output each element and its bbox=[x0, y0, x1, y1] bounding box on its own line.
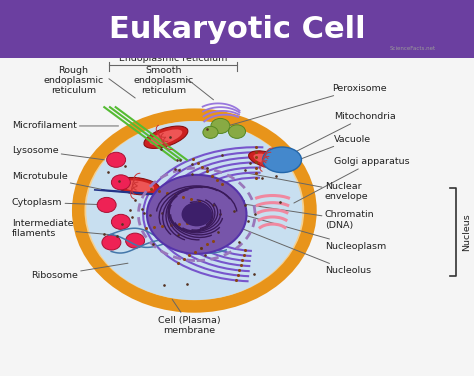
Circle shape bbox=[182, 202, 212, 226]
Text: Peroxisome: Peroxisome bbox=[228, 84, 386, 126]
Text: Lysosome: Lysosome bbox=[12, 146, 104, 160]
Text: ScienceFacts.net: ScienceFacts.net bbox=[389, 45, 436, 51]
Circle shape bbox=[102, 235, 121, 250]
Ellipse shape bbox=[149, 129, 182, 145]
Text: Nucleus: Nucleus bbox=[462, 213, 471, 251]
Ellipse shape bbox=[144, 126, 188, 149]
Bar bbox=[0, 0, 474, 58]
Text: Nucleoplasm: Nucleoplasm bbox=[242, 214, 386, 251]
Text: Vacuole: Vacuole bbox=[299, 135, 371, 160]
Text: Microfilament: Microfilament bbox=[12, 121, 118, 130]
Ellipse shape bbox=[115, 177, 160, 195]
Ellipse shape bbox=[78, 115, 310, 306]
Text: Mitochondria: Mitochondria bbox=[280, 112, 396, 160]
Text: Nuclear
envelope: Nuclear envelope bbox=[246, 173, 368, 202]
Ellipse shape bbox=[147, 175, 246, 254]
Circle shape bbox=[228, 125, 246, 138]
Ellipse shape bbox=[86, 121, 302, 300]
Circle shape bbox=[111, 214, 130, 229]
Circle shape bbox=[111, 175, 130, 190]
Text: Eukaryotic Cell: Eukaryotic Cell bbox=[109, 15, 365, 44]
Text: Cytoplasm: Cytoplasm bbox=[12, 198, 109, 207]
Text: Intermediate
filaments: Intermediate filaments bbox=[12, 219, 114, 238]
Circle shape bbox=[97, 197, 116, 212]
Ellipse shape bbox=[121, 180, 154, 192]
Ellipse shape bbox=[248, 151, 287, 169]
Ellipse shape bbox=[263, 147, 301, 173]
Circle shape bbox=[107, 152, 126, 167]
Text: Smooth
endoplasmic
reticulum: Smooth endoplasmic reticulum bbox=[133, 65, 194, 96]
Text: Rough
endoplasmic
reticulum: Rough endoplasmic reticulum bbox=[43, 65, 104, 96]
Text: Cell (Plasma)
membrane: Cell (Plasma) membrane bbox=[158, 315, 221, 335]
Text: Microtubule: Microtubule bbox=[12, 172, 104, 190]
Text: Endoplasmic reticulum: Endoplasmic reticulum bbox=[119, 54, 227, 63]
Text: Golgi apparatus: Golgi apparatus bbox=[294, 157, 410, 203]
Text: Nucleolus: Nucleolus bbox=[206, 214, 371, 275]
Text: Ribosome: Ribosome bbox=[31, 263, 128, 280]
Circle shape bbox=[203, 126, 218, 138]
Text: Chromatin
(DNA): Chromatin (DNA) bbox=[237, 203, 374, 230]
Circle shape bbox=[126, 233, 145, 248]
Ellipse shape bbox=[254, 154, 282, 166]
Circle shape bbox=[211, 118, 230, 133]
